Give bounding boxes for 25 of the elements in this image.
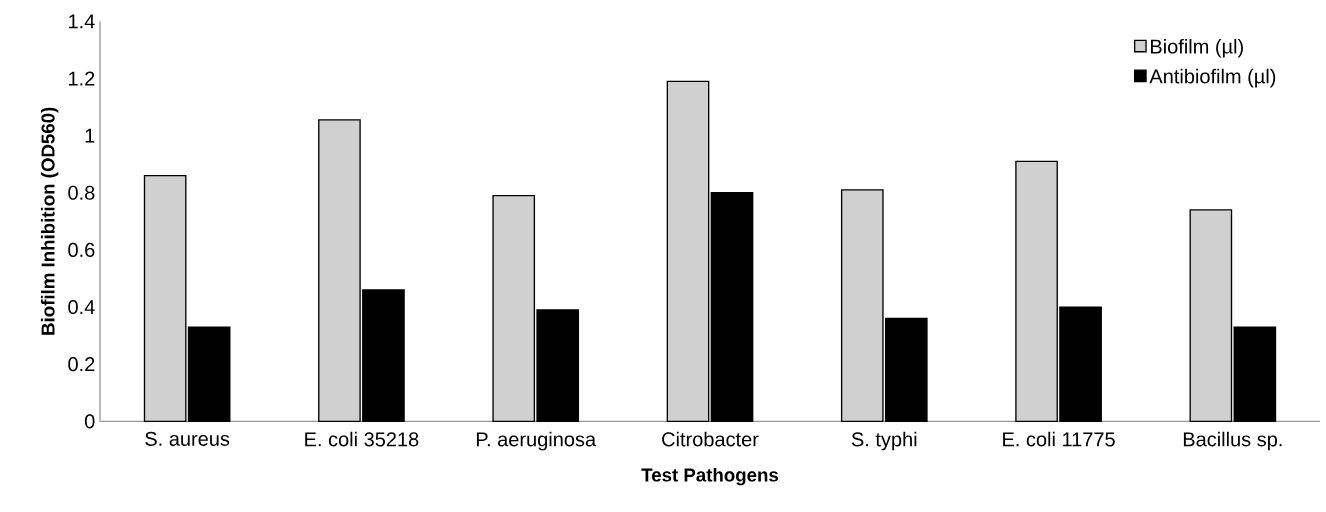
bar bbox=[666, 80, 710, 422]
y-tick-label: 0 bbox=[84, 414, 95, 429]
legend-label: Biofilm (µl) bbox=[1151, 38, 1243, 58]
y-tick-label: 0.6 bbox=[68, 242, 95, 257]
x-tick-label: Bacillus sp. bbox=[1183, 431, 1282, 451]
bar bbox=[187, 326, 231, 422]
bar bbox=[1233, 326, 1277, 422]
x-tick-label: S. typhi bbox=[851, 431, 917, 451]
y-tick-label: 0.4 bbox=[68, 299, 95, 315]
y-tick-label: 1 bbox=[85, 128, 95, 143]
legend-label: Antibiofilm (µl) bbox=[1149, 68, 1276, 88]
y-tick-label: 1.2 bbox=[69, 71, 95, 86]
x-tick-label: E. coli 11775 bbox=[1003, 431, 1115, 447]
x-axis-title: Test Pathogens bbox=[641, 467, 779, 486]
y-tick-label: 0.8 bbox=[68, 185, 95, 200]
bar bbox=[710, 192, 754, 422]
x-tick-label: P. aeruginosa bbox=[476, 431, 597, 451]
x-tick-label: Citrobacter bbox=[662, 431, 759, 447]
y-tick-label: 1.4 bbox=[69, 14, 95, 29]
bar bbox=[143, 174, 187, 422]
y-axis-title: Biofilm Inhibition (OD560) bbox=[40, 107, 59, 335]
x-tick-label: E. coli 35218 bbox=[305, 431, 419, 447]
bar bbox=[1189, 209, 1233, 422]
x-tick-label: S. aureus bbox=[145, 431, 230, 446]
y-tick-label: 0.2 bbox=[68, 357, 95, 372]
